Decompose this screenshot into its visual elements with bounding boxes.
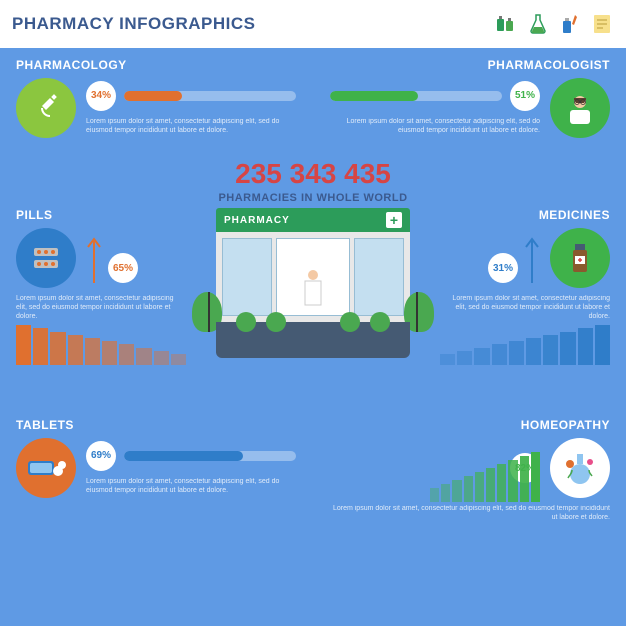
bush-icon: [370, 312, 390, 332]
decline-bar: [475, 472, 484, 502]
pharmacist-icon: [550, 78, 610, 138]
pct-bubble: 65%: [108, 253, 138, 283]
section-title: PILLS: [16, 208, 186, 222]
main-panel: PHARMACOLOGY 34% Lorem ipsum dolor sit a…: [0, 48, 626, 626]
decline-bars: [16, 325, 186, 365]
section-title: MEDICINES: [440, 208, 610, 222]
page-title: PHARMACY INFOGRAPHICS: [12, 14, 494, 34]
homeopathy-icon: [550, 438, 610, 498]
decline-bar: [526, 338, 541, 365]
stat-label: PHARMACIES IN WHOLE WORLD: [0, 192, 626, 204]
section-tablets: TABLETS 69% Lorem ipsum dolor sit amet, …: [16, 418, 296, 498]
decline-bar: [560, 332, 575, 366]
tablets-icon: [16, 438, 76, 498]
decline-bar: [497, 464, 506, 502]
building-label: PHARMACY: [224, 215, 290, 226]
arrow-up-icon: [86, 233, 102, 283]
prescription-icon: [590, 12, 614, 36]
shelf: [354, 238, 404, 316]
decline-bar: [492, 344, 507, 365]
section-homeopathy: HOMEOPATHY 82% Lorem ipsum dolor sit ame…: [330, 418, 610, 522]
decline-bar: [441, 484, 450, 502]
decline-bar: [543, 335, 558, 365]
decline-bar: [430, 488, 439, 502]
bush-icon: [340, 312, 360, 332]
decline-bar: [440, 354, 455, 365]
lorem-text: Lorem ipsum dolor sit amet, consectetur …: [86, 477, 296, 495]
decline-bar: [154, 351, 169, 365]
lorem-text: Lorem ipsum dolor sit amet, consectetur …: [330, 117, 540, 135]
pct-bubble: 69%: [86, 441, 116, 471]
decline-bar: [171, 354, 186, 365]
decline-bar: [50, 332, 65, 366]
microscope-icon: [16, 78, 76, 138]
progress-fill: [124, 451, 243, 461]
pct-bubble: 51%: [510, 81, 540, 111]
section-medicines: MEDICINES 31% Lorem ipsum dolor sit amet…: [440, 208, 610, 365]
shelf: [276, 238, 350, 316]
progress-fill: [124, 91, 182, 101]
storefront: [216, 232, 410, 322]
bush-icon: [266, 312, 286, 332]
lorem-text: Lorem ipsum dolor sit amet, consectetur …: [440, 294, 610, 321]
progress-track: [124, 91, 296, 101]
pharmacy-building: PHARMACY +: [216, 208, 410, 368]
section-pharmacology: PHARMACOLOGY 34% Lorem ipsum dolor sit a…: [16, 58, 296, 138]
shelf: [222, 238, 272, 316]
decline-bar: [486, 468, 495, 502]
dropper-icon: [558, 12, 582, 36]
lamp-icon: [208, 292, 210, 332]
lorem-text: Lorem ipsum dolor sit amet, consectetur …: [16, 294, 186, 321]
plus-icon: +: [386, 212, 402, 228]
medicine-bottle-icon: [550, 228, 610, 288]
pct-bubble: 34%: [86, 81, 116, 111]
bush-icon: [236, 312, 256, 332]
section-title: PHARMACOLOGY: [16, 58, 296, 72]
arrow-up-icon: [524, 233, 540, 283]
flask-icon: [526, 12, 550, 36]
bottles-icon: [494, 12, 518, 36]
decline-bars: [430, 452, 540, 502]
decline-bar: [85, 338, 100, 365]
decline-bar: [452, 480, 461, 502]
decline-bar: [509, 341, 524, 365]
decline-bar: [119, 344, 134, 365]
lorem-text: Lorem ipsum dolor sit amet, consectetur …: [86, 117, 296, 135]
decline-bar: [474, 348, 489, 366]
decline-bar: [595, 325, 610, 365]
progress-track: [330, 91, 502, 101]
decline-bar: [33, 328, 48, 365]
decline-bar: [16, 325, 31, 365]
section-title: PHARMACOLOGIST: [330, 58, 610, 72]
section-title: TABLETS: [16, 418, 296, 432]
decline-bar: [520, 456, 529, 502]
section-title: HOMEOPATHY: [330, 418, 610, 432]
pills-icon: [16, 228, 76, 288]
decline-bar: [68, 335, 83, 365]
lorem-text: Lorem ipsum dolor sit amet, consectetur …: [330, 504, 610, 522]
decline-bar: [136, 348, 151, 366]
center-stat: 235 343 435 PHARMACIES IN WHOLE WORLD: [0, 158, 626, 204]
decline-bar: [531, 452, 540, 502]
decline-bars: [440, 325, 610, 365]
section-pharmacologist: PHARMACOLOGIST 51% Lorem ipsum dolor sit…: [330, 58, 610, 138]
decline-bar: [457, 351, 472, 365]
decline-bar: [464, 476, 473, 502]
decline-bar: [578, 328, 593, 365]
section-pills: PILLS 65% Lorem ipsum dolor sit amet, co…: [16, 208, 186, 365]
decline-bar: [508, 460, 517, 502]
header: PHARMACY INFOGRAPHICS: [0, 0, 626, 48]
big-number: 235 343 435: [0, 158, 626, 190]
building-roof: PHARMACY +: [216, 208, 410, 232]
progress-fill: [330, 91, 418, 101]
header-icon-row: [494, 12, 614, 36]
decline-bar: [102, 341, 117, 365]
building-ground: [216, 322, 410, 358]
lamp-icon: [416, 292, 418, 332]
pct-bubble: 31%: [488, 253, 518, 283]
infographic-canvas: PHARMACY INFOGRAPHICS PHARMACOLOGY: [0, 0, 626, 626]
progress-track: [124, 451, 296, 461]
